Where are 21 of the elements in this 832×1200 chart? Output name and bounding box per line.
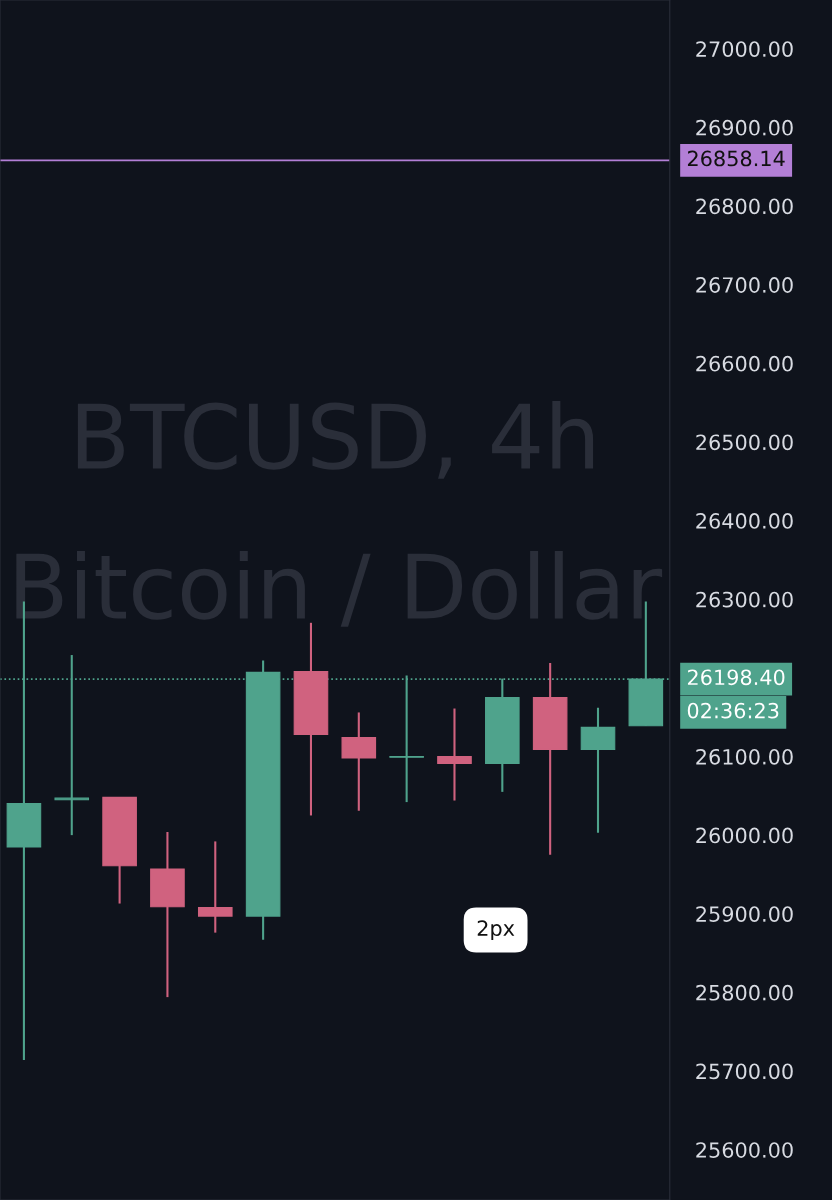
y-tick-label: 26300.00 (696, 591, 793, 608)
text: 02:36:23 (687, 702, 779, 719)
y-tick-label: 25600.00 (696, 1142, 793, 1158)
candlestick (197, 840, 233, 934)
y-tick-label: 26700.00 (696, 277, 793, 293)
candlestick (389, 674, 424, 804)
y-tick-label: 26000.00 (696, 827, 793, 844)
y-tick-label: 25800.00 (696, 984, 793, 1001)
y-tick-label: 26800.00 (696, 198, 793, 215)
y-tick-label: 26500.00 (696, 434, 793, 451)
y-tick-label: 26100.00 (696, 748, 793, 765)
y-tick-label: 25900.00 (696, 906, 793, 922)
y-tick-label: 26900.00 (696, 119, 793, 136)
y-tick-label: 25700.00 (696, 1063, 793, 1080)
y-tick-label: 26400.00 (696, 513, 793, 529)
candlestick (437, 707, 472, 802)
annotation: 2px (477, 920, 515, 941)
y-tick-label: 27000.00 (696, 41, 793, 57)
y-tick-label: 26600.00 (696, 355, 793, 372)
ref-line-label: 26858.14 (687, 150, 785, 167)
ref-line-label: 26198.40 (687, 669, 785, 686)
